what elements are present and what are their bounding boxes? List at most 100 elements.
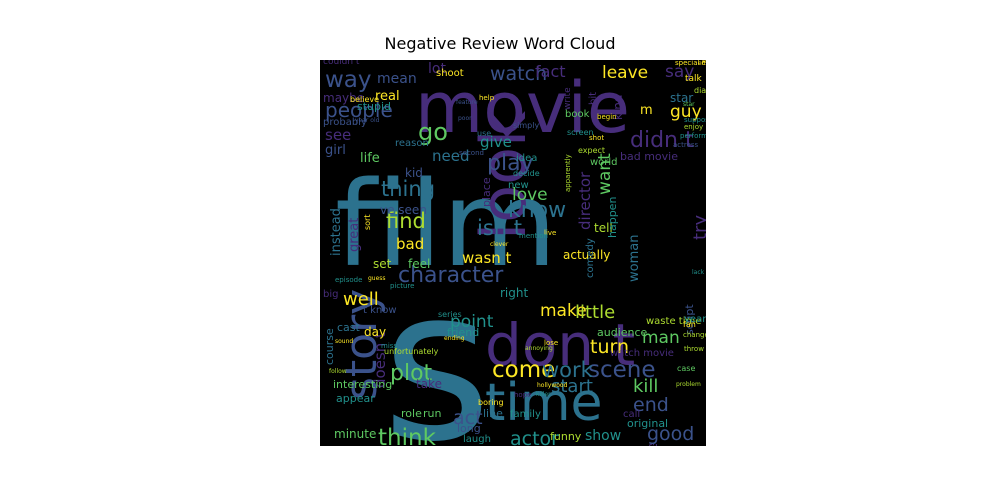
word-134: lose [544,339,558,347]
word-144: ending [444,335,465,342]
word-111: screen [567,128,594,137]
word-73: cast [337,321,361,334]
word-91: watch movie [610,348,674,359]
word-130: use [477,129,491,138]
word-18: go [418,118,448,146]
word-116: case [677,364,695,373]
chart-title: Negative Review Word Cloud [384,34,616,53]
word-71: kid [405,166,423,180]
word-4: time [485,373,602,433]
word-148: clever [490,241,509,248]
word-127: performance [680,132,706,140]
word-101: idea [516,153,537,164]
word-48: mean [377,71,417,87]
word-115: unfortunately [384,347,439,356]
word-26: turn [590,336,629,358]
word-63: set [373,257,392,271]
word-132: special effect [675,60,706,67]
word-54: lot [428,61,446,77]
word-46: bad [396,235,424,253]
word-109: couldn t [323,60,360,67]
word-12: way [325,67,372,93]
word-107: talk [685,74,703,84]
word-16: know [508,198,566,223]
word-17: play [487,151,534,176]
word-131: help [479,94,495,102]
word-66: tell [594,221,613,235]
word-41: say [665,62,694,82]
word-43: man [642,328,680,348]
word-61: ve seen [380,203,427,217]
word-100: world [590,157,618,168]
word-28: little [575,302,615,323]
word-64: right [500,286,528,300]
cloud-background [320,60,706,446]
word-81: line [483,407,503,420]
word-106: family [510,409,541,420]
word-38: point [450,312,494,332]
word-95: book [565,109,590,120]
word-146: sound [335,338,353,345]
word-24: end [633,394,669,416]
word-53: show [585,428,621,444]
word-84: role [401,407,422,420]
word-112: expect [578,146,605,155]
word-93: stupid [357,100,391,113]
word-150: guess [368,275,386,282]
word-2: movie [415,67,630,149]
word-7: character [398,263,504,288]
word-15: didn t [630,128,694,153]
word-156: star [683,101,695,108]
word-5: look [467,111,540,240]
word-99: big [323,289,338,300]
word-45: need [432,147,470,165]
word-13: people [325,98,393,122]
word-108: write [563,87,573,110]
word-62: feel [408,257,430,271]
word-154: poor [458,115,472,122]
word-138: shot [589,134,604,142]
word-94: shoot [436,68,464,79]
word-39: wasn t [462,249,512,267]
word-136: apparently [564,154,572,192]
word-33: try [690,215,706,240]
word-44: give [480,133,512,151]
word-151: annoying [525,345,553,352]
word-1: film [335,155,557,293]
word-117: boring [478,398,504,407]
word-119: episode [335,276,362,284]
word-102: new [508,180,529,191]
word-59: star [670,91,693,105]
word-35: love [512,185,548,205]
word-88: film s [648,442,678,446]
word-155: feature [456,99,478,106]
word-14: watch [490,63,547,85]
word-77: friend [447,326,479,339]
word-65: actually [563,248,610,262]
word-90: year [684,314,706,325]
word-58: m [640,103,653,118]
word-70: maybe [323,91,364,105]
word-122: change [683,331,706,339]
word-50: instead [329,208,344,256]
word-143: enjoy [684,123,703,131]
word-30: actor [510,428,559,446]
word-153: lack [692,269,705,276]
word-40: leave [602,63,648,83]
word-72: course [323,328,336,365]
word-96: reason [395,138,429,149]
word-139: hollywood [537,382,568,389]
word-152: killer [536,391,551,398]
word-80: interesting [333,378,392,391]
word-75: script [683,304,696,335]
word-57: kind [611,94,625,120]
word-31: act [453,407,483,429]
word-133: hope [514,391,531,399]
word-52: woman [627,235,642,282]
word-83: run [423,407,441,420]
word-11: work [542,358,594,382]
word-126: mention [519,232,548,240]
